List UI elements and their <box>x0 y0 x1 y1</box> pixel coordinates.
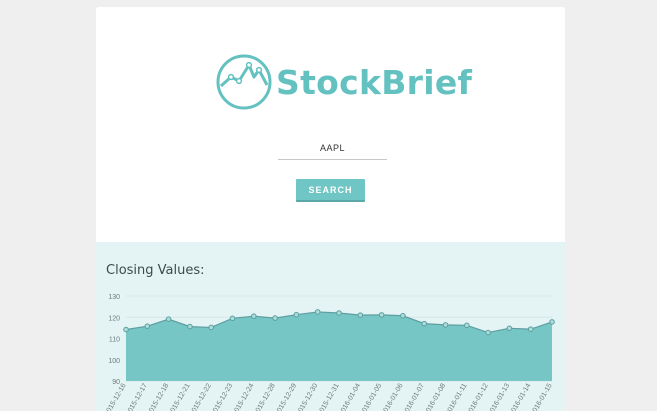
x-tick-label: 2015-12-28 <box>253 382 277 411</box>
ticker-search-input[interactable] <box>278 137 387 160</box>
app-name: StockBrief <box>276 63 473 102</box>
x-tick-label: 2016-01-11 <box>445 382 469 411</box>
x-tick-label: 2016-01-13 <box>487 382 511 411</box>
y-tick-label: 130 <box>108 294 120 301</box>
data-point <box>464 322 470 329</box>
x-tick-label: 2016-01-04 <box>338 382 362 411</box>
data-point <box>251 313 257 319</box>
x-tick-label: 2015-12-29 <box>274 382 298 411</box>
data-point <box>314 309 321 315</box>
x-tick-label: 2015-12-24 <box>232 382 256 411</box>
x-tick-label: 2015-12-16 <box>104 382 128 411</box>
data-point <box>229 315 236 322</box>
x-tick-label: 2015-12-30 <box>295 382 319 411</box>
data-point <box>187 323 193 330</box>
y-tick-label: 120 <box>108 315 120 322</box>
x-tick-label: 2016-01-14 <box>508 382 532 411</box>
y-tick-label: 110 <box>109 337 120 344</box>
data-point <box>123 326 129 333</box>
results-title: Closing Values: <box>106 263 205 278</box>
data-point <box>144 323 151 329</box>
data-point <box>506 325 513 332</box>
data-point <box>485 329 491 336</box>
data-point <box>400 312 406 319</box>
search-button[interactable]: SEARCH <box>296 179 365 200</box>
stock-chart-logo-icon <box>216 54 272 110</box>
results-section: 90 100 110 120 130 2015-12-16 2015-12-17 2015-1… <box>96 242 565 411</box>
x-tick-label: 2016-01-15 <box>530 382 554 411</box>
x-tick-label: 2015-12-18 <box>146 382 170 411</box>
x-tick-label: 2016-01-08 <box>423 382 447 411</box>
x-tick-label: 2016-01-06 <box>381 382 405 411</box>
main-card: StockBrief SEARCH 90 100 110 120 130 2015-12-… <box>96 7 565 411</box>
y-tick-label: 90 <box>112 379 120 386</box>
x-tick-label: 2016-01-12 <box>466 382 490 411</box>
data-point <box>293 311 300 318</box>
x-tick-label: 2015-12-22 <box>189 382 213 411</box>
data-point <box>378 312 385 318</box>
x-tick-label: 2015-12-23 <box>210 382 234 411</box>
data-point <box>357 312 364 318</box>
x-tick-label: 2016-01-05 <box>359 382 383 411</box>
data-point <box>421 320 428 327</box>
data-point <box>165 316 172 322</box>
closing-values-chart: 901001101201302015-12-162015-12-172015-1… <box>104 294 555 411</box>
data-point <box>272 315 278 321</box>
x-tick-label: 2015-12-31 <box>317 382 341 411</box>
app-logo: StockBrief <box>96 53 565 117</box>
data-point <box>442 322 449 328</box>
y-tick-label: 100 <box>108 358 120 365</box>
closing-values-area <box>126 311 552 381</box>
x-tick-label: 2015-12-21 <box>168 382 192 411</box>
x-tick-label: 2016-01-07 <box>402 382 426 411</box>
x-tick-label: 2015-12-17 <box>125 382 149 411</box>
data-point <box>549 319 555 325</box>
data-point <box>336 310 342 316</box>
data-point <box>527 326 534 332</box>
data-point <box>208 324 214 331</box>
